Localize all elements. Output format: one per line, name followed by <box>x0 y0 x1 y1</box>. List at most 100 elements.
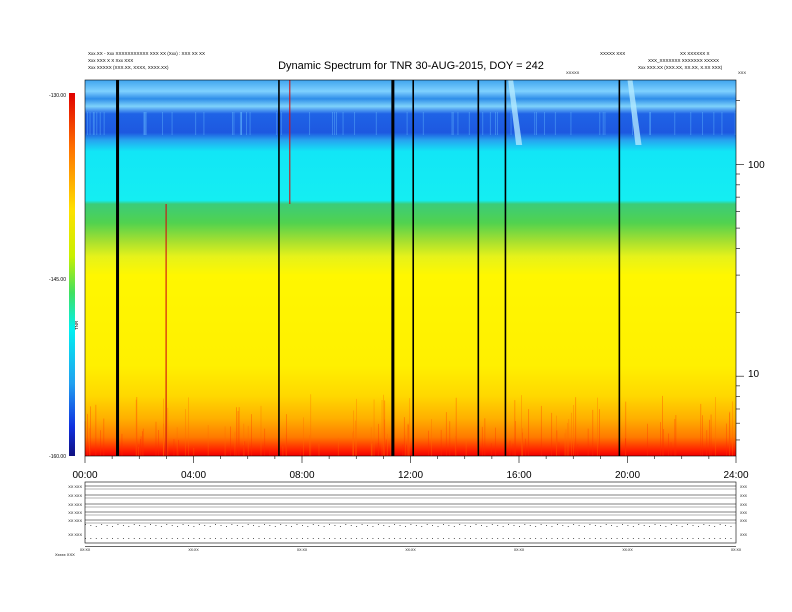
hk-dot <box>231 538 233 539</box>
hk-dot <box>437 526 439 527</box>
hk-dot <box>497 538 499 539</box>
hk-dot <box>698 526 699 527</box>
hk-dot <box>605 538 607 539</box>
hk-dot <box>236 538 238 539</box>
hk-dot <box>497 525 499 526</box>
hk-dot <box>443 538 444 539</box>
hk-dot <box>649 538 650 539</box>
hk-dot <box>584 526 585 527</box>
hk-dot <box>622 524 623 525</box>
hk-dot <box>486 538 488 539</box>
hk-dot <box>481 525 482 526</box>
hk-footer-left: Xxxxx XXX <box>55 552 75 557</box>
hk-dot <box>307 526 309 527</box>
hk-dot <box>166 538 168 539</box>
hk-dot <box>296 524 298 525</box>
hk-dot <box>551 526 553 527</box>
hk-dot <box>247 524 249 525</box>
hk-dot <box>90 538 92 539</box>
hk-dot <box>551 538 553 539</box>
hk-dot <box>258 526 260 527</box>
hk-dot <box>719 538 721 539</box>
hk-dot <box>448 525 450 526</box>
hk-dot <box>160 526 162 527</box>
hk-dot <box>171 538 173 539</box>
header-left-line3: Xxx XXXXX (XXX.XX, XXXX, XXXX.XX) <box>88 65 169 70</box>
hk-dot <box>437 538 439 539</box>
hk-dot <box>660 525 661 526</box>
header-right-line2: XX XXXXXX X <box>680 51 710 56</box>
hk-dot <box>399 525 401 526</box>
hk-dot <box>481 538 482 539</box>
x-tick-08: 08:00 <box>289 470 314 481</box>
header-left-line1: Xxx.XX - Xxx XXXXXXXXXXX XXX XX (Xxx) : … <box>88 51 205 56</box>
hk-dot <box>486 526 488 527</box>
hk-dot <box>231 524 233 525</box>
x-tick-00: 00:00 <box>72 470 97 481</box>
hk-dot <box>421 538 423 539</box>
hk-dot <box>410 538 412 539</box>
hk-dot <box>361 524 363 525</box>
hk-dot <box>616 526 618 527</box>
hk-dot <box>356 526 358 527</box>
hk-x-tick-2: XX:XX <box>188 548 199 552</box>
hk-dot <box>459 538 461 539</box>
hk-dot <box>112 538 113 539</box>
hk-dot <box>198 538 200 539</box>
housekeeping-traces <box>85 485 736 547</box>
hk-dot <box>676 538 678 539</box>
hk-dot <box>312 538 314 539</box>
hk-dot <box>101 538 103 539</box>
hk-dot <box>448 538 450 539</box>
hk-dot <box>171 525 173 526</box>
hk-dot <box>177 526 179 527</box>
hk-dot <box>334 538 336 539</box>
hk-dot <box>654 524 656 525</box>
hk-dot <box>502 538 504 539</box>
hk-dot <box>220 525 222 526</box>
hk-dot <box>578 538 580 539</box>
hk-dot <box>643 525 645 526</box>
x-tick-24: 24:00 <box>723 470 748 481</box>
hk-dot <box>291 526 292 527</box>
hk-dot <box>350 538 352 539</box>
data-gap-band-7 <box>477 80 480 456</box>
hk-dot <box>307 538 309 539</box>
spectrogram-image <box>85 80 736 456</box>
y-tick-10: 10 <box>748 369 760 380</box>
hk-dot <box>106 538 108 539</box>
hk-dot <box>535 526 537 527</box>
hk-dot <box>177 538 179 539</box>
hk-dot <box>209 538 211 539</box>
hk-row-label-6: XX XXX <box>68 533 82 537</box>
hk-dot <box>491 538 493 539</box>
hk-dot <box>578 525 580 526</box>
spectrogram-texture <box>84 80 736 456</box>
x-axis <box>84 456 737 463</box>
hk-dot <box>367 538 368 539</box>
hk-dot <box>665 538 667 539</box>
hk-dot <box>280 524 282 525</box>
hk-dot <box>253 538 254 539</box>
hk-dot <box>117 538 119 539</box>
hk-dot <box>719 524 721 525</box>
hk-dot <box>573 538 575 539</box>
hk-dot <box>155 538 157 539</box>
hk-dot <box>665 526 667 527</box>
y-tick-100: 100 <box>748 160 765 171</box>
hk-dot <box>226 538 227 539</box>
hk-x-tick-7: XX:XX <box>731 548 742 552</box>
hk-dot <box>502 526 504 527</box>
hk-dot <box>415 525 417 526</box>
hk-x-tick-4: XX:XX <box>405 548 416 552</box>
hk-dot <box>258 538 260 539</box>
x-tick-20: 20:00 <box>615 470 640 481</box>
hk-right-tick-2: XXX <box>740 494 748 498</box>
hk-dot <box>264 538 265 539</box>
hk-dot <box>730 526 732 527</box>
hk-dot <box>470 538 471 539</box>
hk-dot <box>269 538 271 539</box>
hk-dot <box>209 526 211 527</box>
hk-dot <box>703 538 705 539</box>
hk-dot <box>95 538 97 539</box>
